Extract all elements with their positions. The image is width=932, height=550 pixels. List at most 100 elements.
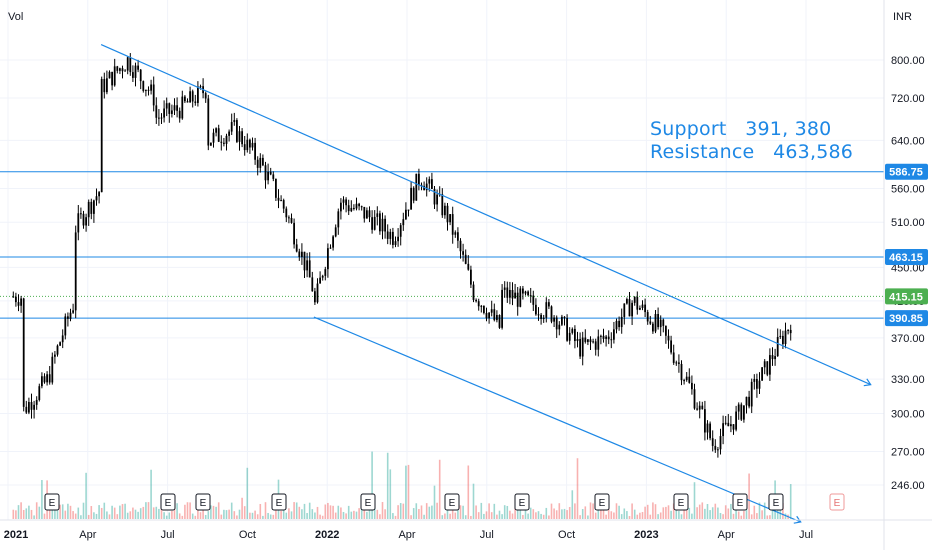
candle-body xyxy=(264,165,267,181)
volume-bar xyxy=(446,505,449,519)
earnings-marker-label: E xyxy=(737,498,744,509)
volume-bar xyxy=(111,505,113,519)
earnings-marker[interactable] xyxy=(444,493,460,511)
candle-body xyxy=(368,210,371,218)
candle-body xyxy=(454,232,457,235)
candle-body xyxy=(124,70,126,72)
candle-body xyxy=(64,316,67,336)
x-tick-label: Oct xyxy=(558,529,575,541)
candle-body xyxy=(233,120,236,123)
candle-body xyxy=(381,218,384,232)
price-tag-label: 390.85 xyxy=(889,313,923,325)
volume-bar xyxy=(199,512,202,519)
earnings-marker[interactable] xyxy=(360,493,376,511)
volume-bar xyxy=(688,507,691,519)
candle-body xyxy=(576,338,579,342)
volume-bar xyxy=(379,514,381,519)
candle-body xyxy=(238,131,241,142)
volume-bar xyxy=(376,509,379,519)
earnings-marker[interactable] xyxy=(768,493,784,511)
upcoming-earnings-label: E xyxy=(834,498,841,509)
lower-channel-line[interactable] xyxy=(313,316,801,523)
volume-bar xyxy=(558,503,561,519)
price-tag-label: 463.15 xyxy=(889,252,923,264)
earnings-marker[interactable] xyxy=(160,493,176,511)
volume-bar xyxy=(592,503,594,519)
candle-body xyxy=(129,57,132,73)
volume-bar xyxy=(529,507,532,519)
candle-body xyxy=(774,356,776,360)
candle-body xyxy=(225,135,228,144)
candle-body xyxy=(145,89,147,91)
candle-body xyxy=(61,335,64,343)
candle-body xyxy=(295,244,298,252)
candle-body xyxy=(108,71,111,79)
candle-body xyxy=(191,91,194,102)
volume-bar xyxy=(769,515,771,519)
volume-bar xyxy=(701,502,704,519)
candle-body xyxy=(327,248,329,270)
volume-bar xyxy=(334,512,337,519)
volume-bar xyxy=(184,504,186,519)
volume-bar xyxy=(620,514,623,519)
candle-body xyxy=(163,108,165,118)
volume-bar xyxy=(758,502,761,519)
candle-body xyxy=(574,328,576,342)
volume-bar xyxy=(665,506,667,519)
volume-bar xyxy=(717,507,719,519)
volume-bar xyxy=(696,507,698,519)
earnings-marker-label: E xyxy=(200,498,207,509)
volume-bar xyxy=(93,512,95,519)
volume-bar xyxy=(119,505,121,519)
candle-body xyxy=(628,299,631,317)
candle-body xyxy=(732,424,735,430)
volume-bar xyxy=(329,505,332,519)
candle-body xyxy=(87,201,90,218)
candle-body xyxy=(711,438,714,446)
earnings-marker[interactable] xyxy=(44,493,60,511)
candle-body xyxy=(516,292,519,307)
candle-body xyxy=(236,120,238,142)
candle-body xyxy=(56,345,59,355)
volume-bar xyxy=(397,505,399,519)
earnings-marker[interactable] xyxy=(195,493,211,511)
volume-bar xyxy=(722,514,724,519)
earnings-marker[interactable] xyxy=(732,493,748,511)
volume-bar xyxy=(761,510,763,519)
upper-channel-line[interactable] xyxy=(100,44,871,386)
earnings-marker[interactable] xyxy=(271,493,287,511)
candle-body xyxy=(553,317,555,322)
candle-body xyxy=(696,408,698,410)
candle-body xyxy=(433,188,436,205)
candle-body xyxy=(594,341,597,350)
volume-bar xyxy=(581,509,584,519)
volume-bar xyxy=(116,514,119,519)
x-tick-label: Jul xyxy=(480,529,494,541)
y-tick-label: 330.00 xyxy=(891,374,925,386)
upcoming-earnings-marker[interactable] xyxy=(829,493,845,511)
volume-bar xyxy=(730,503,732,519)
volume-bar xyxy=(399,503,402,519)
earnings-marker[interactable] xyxy=(594,493,610,511)
candle-body xyxy=(496,314,498,321)
earnings-marker[interactable] xyxy=(673,493,689,511)
volume-bar xyxy=(381,502,384,519)
volume-bar xyxy=(72,511,74,519)
earnings-marker[interactable] xyxy=(514,493,530,511)
y-tick-label: 450.00 xyxy=(891,262,925,274)
candle-body xyxy=(95,196,98,201)
volume-bar xyxy=(85,472,87,519)
volume-bar xyxy=(389,469,392,519)
volume-bar xyxy=(423,514,425,519)
candle-body xyxy=(121,68,124,72)
volume-bar xyxy=(59,504,61,519)
volume-bar xyxy=(33,515,35,519)
volume-bar xyxy=(779,503,782,519)
volume-bars xyxy=(12,451,792,519)
candle-body xyxy=(555,317,558,330)
candle-body xyxy=(436,194,438,205)
candle-body xyxy=(30,402,33,410)
candle-body xyxy=(345,199,347,206)
volume-bar xyxy=(480,502,483,519)
